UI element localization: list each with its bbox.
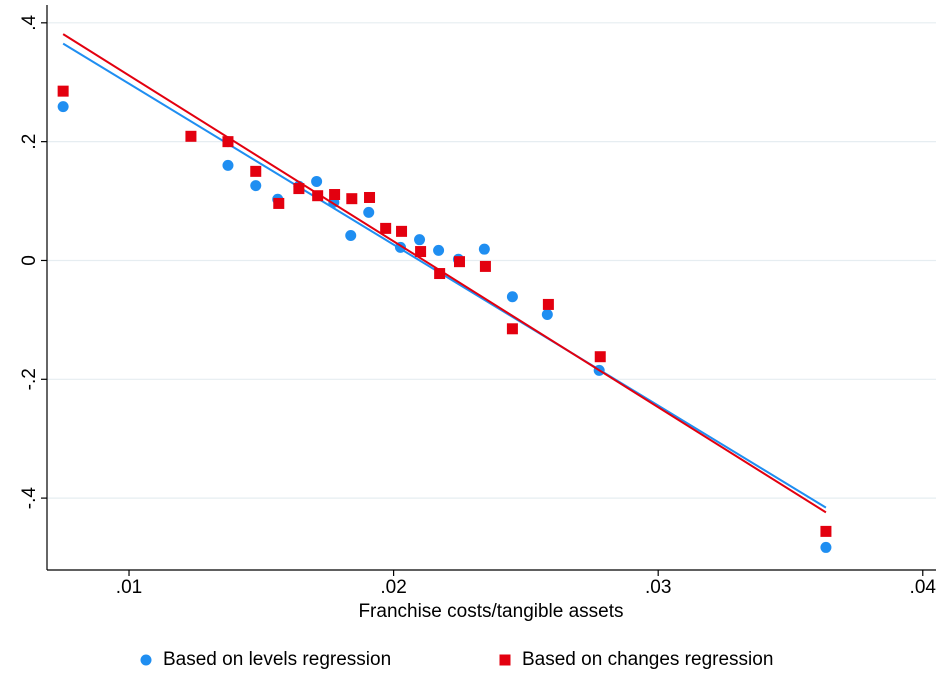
point <box>250 165 262 177</box>
point <box>506 323 518 335</box>
point <box>594 351 606 363</box>
point <box>345 230 357 242</box>
x-axis-title: Franchise costs/tangible assets <box>358 601 623 622</box>
point <box>329 189 341 201</box>
point <box>346 193 358 205</box>
legend-marker <box>499 654 511 666</box>
legend-marker <box>140 654 152 666</box>
point <box>222 159 234 171</box>
fit-line <box>62 33 827 514</box>
point <box>222 136 234 148</box>
legend-label: Based on changes regression <box>522 649 773 670</box>
point <box>363 206 375 218</box>
y-tick-label: -.4 <box>19 487 40 510</box>
point <box>414 234 426 246</box>
point <box>250 180 262 192</box>
point <box>311 175 323 187</box>
y-tick-label: -.2 <box>19 368 40 390</box>
y-tick-label: 0 <box>19 255 40 266</box>
point <box>396 225 408 237</box>
point <box>380 222 392 234</box>
point <box>541 309 553 321</box>
point <box>542 298 554 310</box>
legend-label: Based on levels regression <box>163 649 391 670</box>
point <box>434 268 446 280</box>
y-tick-label: .2 <box>19 134 40 150</box>
x-tick-label: .03 <box>645 577 671 598</box>
point <box>185 130 197 142</box>
point <box>415 246 427 258</box>
y-tick-label: .4 <box>19 14 40 30</box>
point <box>57 85 69 97</box>
point <box>820 525 832 537</box>
point <box>453 256 465 268</box>
point <box>293 183 305 195</box>
x-tick-label: .01 <box>116 577 142 598</box>
point <box>820 541 832 553</box>
point <box>433 244 445 256</box>
x-tick-label: .02 <box>380 577 406 598</box>
point <box>57 101 69 113</box>
point <box>478 243 490 255</box>
point <box>364 191 376 203</box>
point <box>273 197 285 209</box>
point <box>312 190 324 202</box>
point <box>506 291 518 303</box>
point <box>479 260 491 272</box>
x-tick-label: .04 <box>910 577 937 598</box>
